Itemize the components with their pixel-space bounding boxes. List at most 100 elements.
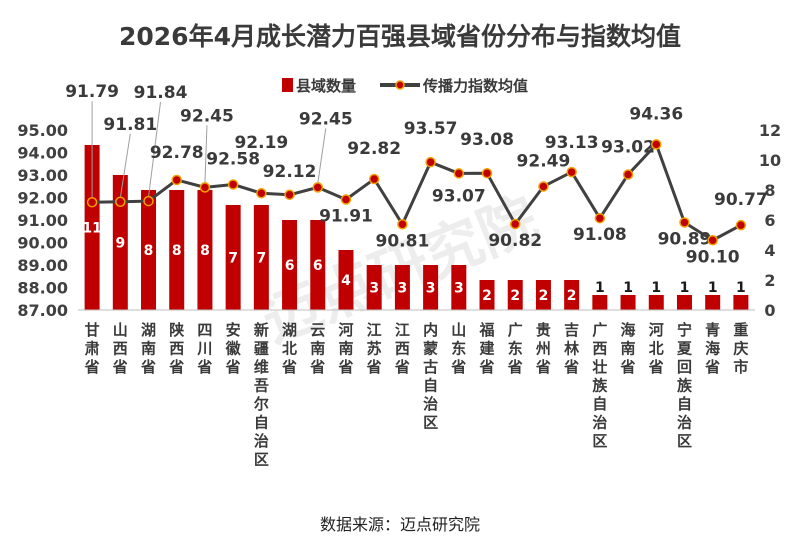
category-label: 四川省 [196, 321, 212, 376]
line-value-label: 91.81 [103, 115, 157, 135]
bar-value-label: 6 [285, 258, 295, 274]
category-label: 吉林省 [563, 321, 580, 376]
line-point [481, 167, 493, 179]
line-value-label: 90.10 [686, 247, 740, 267]
line-value-label: 90.82 [488, 231, 542, 251]
line-value-label: 92.82 [347, 139, 401, 159]
right-axis-tick-label: 12 [759, 121, 781, 140]
bar [366, 265, 382, 310]
bar [592, 295, 608, 310]
line-value-label: 94.36 [629, 104, 683, 124]
bar [648, 295, 664, 310]
line-point [368, 173, 380, 185]
line-value-label: 91.84 [134, 83, 188, 103]
line-point [227, 179, 239, 190]
line-point [425, 156, 436, 168]
bar [479, 280, 495, 310]
left-axis-tick-label: 92.00 [17, 189, 68, 208]
left-axis: 87.00 88.00 89.00 90.00 91.00 92.00 93.00 94.00… [17, 121, 68, 320]
legend-swatch-marker [395, 80, 405, 90]
line-value-label: 92.45 [299, 109, 353, 129]
line-value-label: 93.08 [460, 130, 514, 150]
line-value-label: 92.19 [234, 133, 288, 153]
bar-value-label: 8 [200, 243, 210, 259]
bar [141, 190, 157, 310]
bar [225, 205, 241, 310]
left-axis-tick-label: 95.00 [17, 121, 68, 140]
bar-value-label: 3 [369, 281, 379, 297]
line-point [143, 195, 154, 207]
line-point [735, 219, 747, 231]
line-point [284, 189, 295, 201]
bar-value-label: 1 [680, 280, 690, 296]
source-note: 数据来源：迈点研究院 [320, 515, 480, 534]
category-label: 内蒙古自治区 [423, 321, 438, 432]
line-point [397, 219, 408, 230]
legend-label-line: 传播力指数均值 [422, 77, 528, 95]
line-value-label: 92.49 [517, 151, 571, 171]
bar-value-label: 1 [623, 280, 633, 296]
line-point [509, 218, 521, 230]
bar [423, 265, 439, 310]
bar-value-label: 6 [313, 258, 323, 274]
line-point [566, 166, 577, 178]
line-value-label: 91.91 [319, 207, 373, 227]
label-leader-line [148, 102, 162, 198]
label-leader-line [204, 125, 208, 184]
right-axis-tick-label: 0 [764, 301, 775, 320]
label-leader-line [317, 128, 327, 184]
line-value-label: 90.81 [376, 231, 430, 251]
right-axis-tick-label: 8 [764, 181, 775, 200]
bar-value-label: 1 [708, 280, 718, 296]
bar-value-label: 9 [115, 236, 125, 252]
bar-value-label: 7 [228, 251, 238, 267]
category-label: 湖北省 [281, 321, 297, 376]
bar [733, 295, 749, 310]
category-label: 广西壮族自治区 [592, 321, 608, 450]
bar [676, 295, 692, 310]
line-point [453, 168, 465, 179]
legend-label-bar: 县域数量 [296, 77, 356, 95]
category-label: 云南省 [309, 321, 325, 376]
bar [169, 190, 185, 310]
line-point [312, 182, 324, 193]
bar-value-label: 4 [341, 273, 351, 289]
line-point [115, 196, 126, 208]
bar-series: 119 8 8 8 7 7 6 64 3 3 3 3 2 2 2 2 1 1 1 1 1 1 [78, 145, 755, 311]
line-point [538, 181, 549, 192]
bar [705, 295, 721, 310]
line-point [651, 139, 662, 150]
right-axis-tick-label: 4 [764, 241, 775, 260]
category-label: 山西省 [112, 321, 128, 376]
bar [112, 175, 128, 310]
bar [451, 265, 467, 310]
line-value-label: 92.45 [180, 106, 234, 126]
category-label: 山东省 [450, 321, 466, 376]
bar-value-label: 1 [595, 280, 605, 296]
bar [338, 250, 354, 310]
label-leader-line [119, 133, 131, 198]
line-point [199, 182, 211, 193]
line-value-label: 93.02 [601, 138, 655, 158]
line-value-label: 93.07 [432, 186, 486, 206]
category-label: 江西省 [394, 321, 410, 376]
legend: 县域数量 传播力指数均值 [282, 77, 528, 95]
line-point [594, 212, 606, 224]
category-label: 广东省 [507, 321, 523, 376]
line-point [256, 187, 267, 199]
bar-value-label: 3 [426, 281, 436, 297]
chart-title: 2026年4月成长潜力百强县域省份分布与指数均值 [119, 22, 681, 51]
bar-value-label: 3 [398, 281, 408, 297]
category-label: 安徽省 [225, 321, 242, 376]
line-point [707, 235, 718, 246]
right-axis-tick-label: 2 [764, 271, 775, 290]
category-label: 河南省 [337, 321, 353, 376]
left-axis-tick-label: 91.00 [17, 211, 68, 230]
category-label: 陕西省 [168, 321, 184, 376]
bar-value-label: 2 [539, 288, 549, 304]
bar-value-label: 2 [482, 288, 492, 304]
category-label: 江苏省 [366, 321, 382, 376]
left-axis-tick-label: 90.00 [17, 234, 68, 253]
legend-swatch-bar [282, 78, 293, 92]
category-label: 重庆市 [733, 321, 748, 376]
